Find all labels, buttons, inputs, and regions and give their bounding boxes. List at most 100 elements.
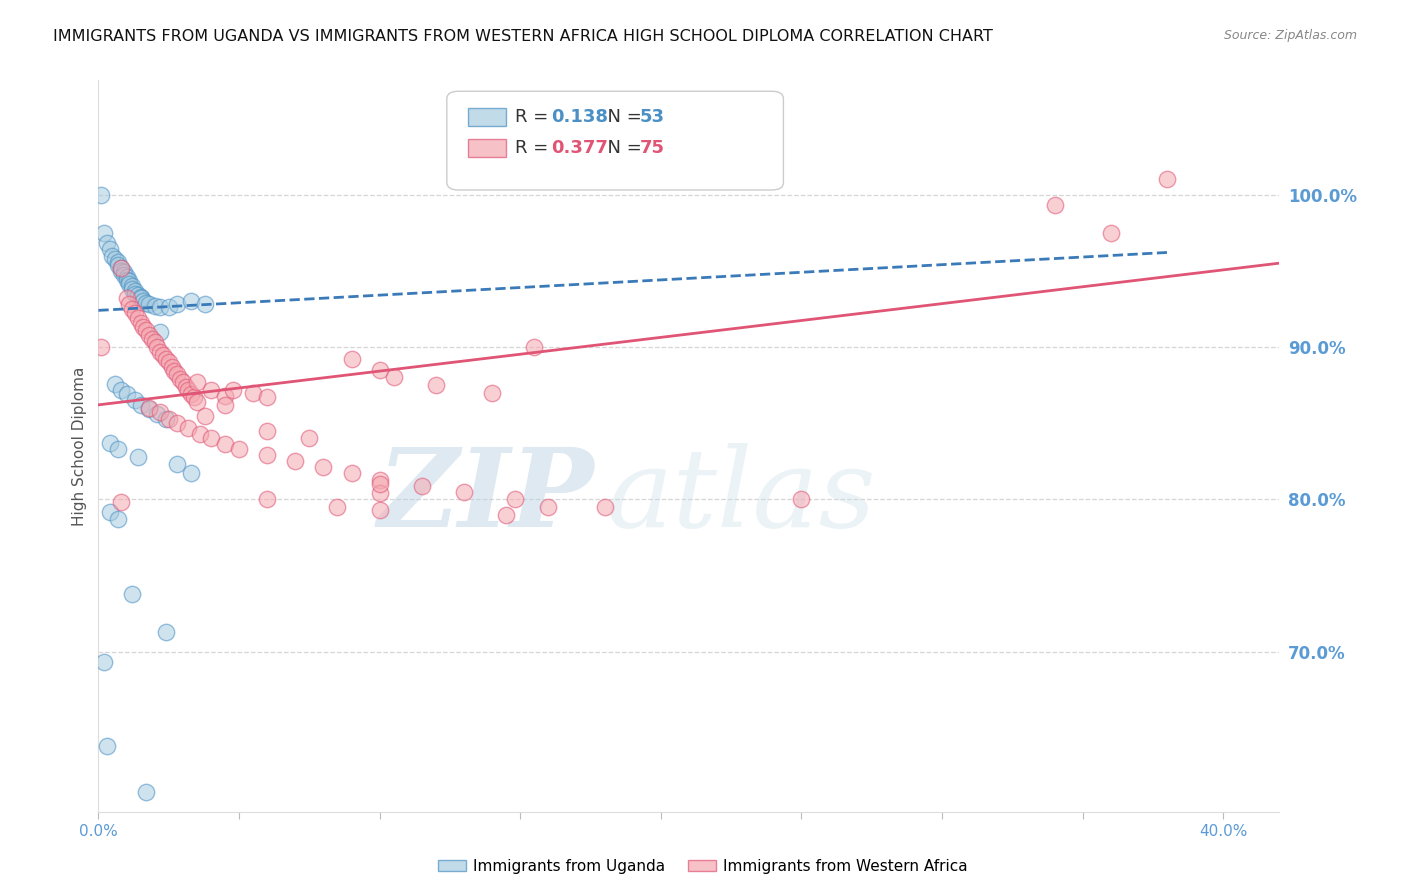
Point	[138, 327, 160, 342]
Point	[256, 390, 278, 404]
Point	[127, 310, 149, 325]
Point	[121, 279, 143, 293]
Point	[149, 301, 172, 315]
Point	[118, 277, 141, 292]
Point	[790, 492, 813, 507]
FancyBboxPatch shape	[447, 91, 783, 190]
Point	[129, 398, 152, 412]
Point	[1099, 226, 1122, 240]
Text: atlas: atlas	[606, 443, 876, 551]
Point	[90, 187, 112, 202]
Point	[188, 426, 211, 441]
Y-axis label: High School Diploma: High School Diploma	[72, 367, 87, 525]
Text: N =: N =	[596, 108, 647, 126]
Point	[160, 359, 183, 374]
Point	[115, 273, 138, 287]
Point	[138, 297, 160, 311]
Point	[135, 323, 157, 337]
Text: 75: 75	[640, 138, 665, 157]
Point	[166, 458, 188, 472]
Point	[124, 393, 146, 408]
Point	[368, 503, 391, 517]
Point	[256, 448, 278, 462]
Point	[98, 436, 121, 450]
Point	[143, 335, 166, 350]
Point	[115, 387, 138, 401]
Point	[107, 512, 129, 526]
Text: R =: R =	[516, 138, 554, 157]
Point	[157, 355, 180, 369]
Point	[129, 291, 152, 305]
Point	[177, 383, 200, 397]
Text: R =: R =	[516, 108, 554, 126]
Point	[180, 387, 202, 401]
Point	[124, 286, 146, 301]
Point	[411, 478, 433, 492]
Point	[112, 265, 135, 279]
Point	[110, 383, 132, 397]
Point	[146, 340, 169, 354]
Point	[118, 297, 141, 311]
Text: IMMIGRANTS FROM UGANDA VS IMMIGRANTS FROM WESTERN AFRICA HIGH SCHOOL DIPLOMA COR: IMMIGRANTS FROM UGANDA VS IMMIGRANTS FRO…	[53, 29, 993, 45]
Point	[186, 375, 208, 389]
Point	[200, 383, 222, 397]
Point	[129, 290, 152, 304]
Point	[163, 364, 186, 378]
Point	[228, 442, 250, 456]
Point	[135, 295, 157, 310]
Point	[326, 500, 349, 514]
Point	[157, 301, 180, 315]
Point	[143, 299, 166, 313]
Point	[537, 500, 560, 514]
Point	[115, 291, 138, 305]
Point	[96, 739, 118, 754]
Point	[593, 500, 616, 514]
Point	[172, 375, 194, 389]
Point	[138, 402, 160, 417]
Text: N =: N =	[596, 138, 647, 157]
Point	[155, 352, 177, 367]
Point	[298, 431, 321, 445]
Point	[340, 467, 363, 481]
Point	[495, 508, 517, 522]
Point	[157, 411, 180, 425]
Point	[132, 320, 155, 334]
Point	[110, 264, 132, 278]
Point	[110, 260, 132, 275]
Point	[101, 248, 124, 262]
Point	[104, 252, 127, 266]
Point	[152, 347, 174, 362]
Point	[214, 437, 236, 451]
Point	[124, 284, 146, 298]
Point	[523, 340, 546, 354]
Point	[138, 401, 160, 415]
Point	[149, 344, 172, 359]
Point	[141, 332, 163, 346]
Point	[110, 495, 132, 509]
Point	[214, 398, 236, 412]
Point	[166, 297, 188, 311]
Point	[90, 340, 112, 354]
Text: Source: ZipAtlas.com: Source: ZipAtlas.com	[1223, 29, 1357, 43]
Point	[368, 477, 391, 491]
Point	[107, 258, 129, 272]
Point	[284, 454, 307, 468]
Point	[93, 656, 115, 670]
Bar	[468, 139, 506, 157]
Point	[146, 407, 169, 421]
Point	[368, 486, 391, 500]
Point	[155, 411, 177, 425]
Point	[155, 624, 177, 639]
Point	[124, 306, 146, 320]
Point	[166, 416, 188, 430]
Point	[96, 236, 118, 251]
Point	[177, 420, 200, 434]
Point	[166, 368, 188, 382]
Point	[118, 274, 141, 288]
Point	[256, 492, 278, 507]
Bar	[468, 108, 506, 127]
Point	[425, 378, 447, 392]
Point	[127, 288, 149, 302]
Point	[180, 294, 202, 309]
Point	[110, 260, 132, 275]
